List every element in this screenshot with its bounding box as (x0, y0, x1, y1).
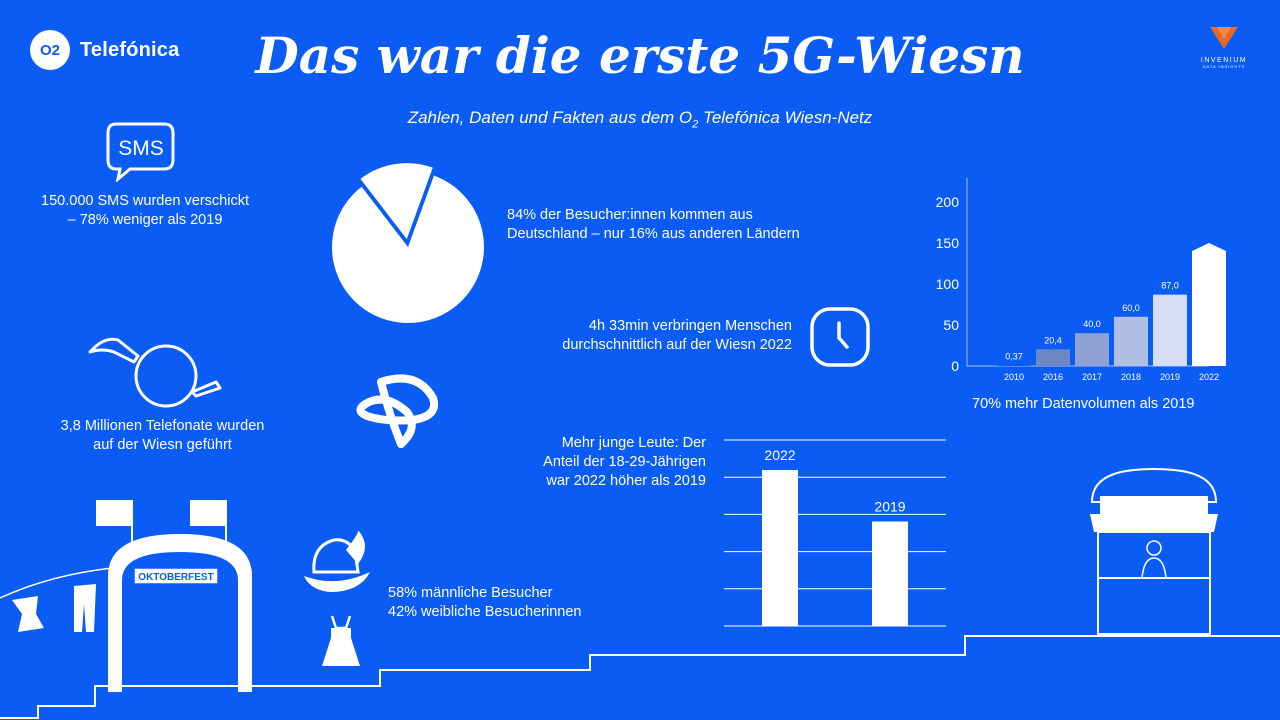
bar-2010 (997, 365, 1031, 366)
tyrolean-hat-icon (304, 530, 370, 592)
bar-2019 (1153, 294, 1187, 366)
market-stall (1090, 468, 1218, 635)
o2-logo: O2 (30, 30, 70, 70)
page-title: Das war die erste 5G-Wiesn (255, 26, 1025, 85)
bar-value-label: 40,0 (1083, 319, 1101, 329)
clock-icon (810, 307, 870, 367)
bar-2016 (1036, 349, 1070, 366)
y-tick-label: 0 (951, 358, 959, 374)
invenium-triangle-icon (1210, 27, 1238, 49)
dirndl-icon (322, 615, 360, 666)
gender-fact-line2: 42% weibliche Besucherinnen (388, 604, 582, 620)
lederhose-on-line-icon (74, 584, 96, 632)
pie-slice-2 (360, 163, 433, 240)
young-fact-line1: Mehr junge Leute: Der (561, 435, 706, 451)
bar-value-label: 87,0 (1161, 281, 1179, 291)
time-fact-line1: 4h 33min verbringen Menschen (588, 318, 792, 334)
time-fact: 4h 33min verbringen Menschen durchschnit… (480, 317, 792, 355)
sms-fact: 150.000 SMS wurden verschickt – 78% weni… (0, 192, 290, 230)
x-tick-label: 2017 (1082, 372, 1102, 382)
y-tick-label: 200 (936, 194, 960, 210)
calls-fact-line1: 3,8 Millionen Telefonate wurden (60, 418, 265, 434)
telefonica-logo: O2 Telefónica (30, 30, 179, 70)
oktoberfest-gate: OKTOBERFEST (108, 534, 252, 692)
pretzel-icon (356, 374, 438, 448)
young-fact: Mehr junge Leute: Der Anteil der 18-29-J… (500, 434, 706, 491)
x-tick-label: 2022 (1199, 372, 1219, 382)
data-volume-caption: 70% mehr Datenvolumen als 2019 (972, 396, 1195, 412)
sms-bubble-icon: SMS (106, 122, 175, 182)
gender-fact: 58% männliche Besucher 42% weibliche Bes… (388, 584, 668, 622)
x-tick-label: 2019 (1160, 372, 1180, 382)
bar-2022 (1192, 243, 1226, 366)
bar-value-label: 0,37 (1005, 352, 1023, 362)
x-tick-label: 2010 (1004, 372, 1024, 382)
visitors-fact-line2: Deutschland – nur 16% aus anderen Länder… (507, 226, 800, 242)
young-share-chart: 2022 2019 (724, 439, 946, 627)
y-tick-label: 100 (936, 276, 960, 292)
sms-fact-line2: – 78% weniger als 2019 (67, 212, 223, 228)
time-fact-line2: durchschnittlich auf der Wiesn 2022 (562, 337, 792, 353)
young-bar-2019 (872, 521, 908, 626)
dress-on-line-icon (12, 596, 44, 632)
young-bar-2022 (762, 470, 798, 626)
pie-slice-1 (332, 175, 484, 323)
origin-pie-chart (332, 163, 484, 323)
y-tick-label: 50 (943, 317, 959, 333)
sms-icon-text: SMS (118, 137, 164, 160)
partner-sub: DATA INSIGHTS (1202, 64, 1246, 69)
brand-name: Telefónica (80, 38, 180, 61)
bar-2017 (1075, 333, 1109, 366)
gender-fact-line1: 58% männliche Besucher (388, 585, 553, 601)
gate-sign: OKTOBERFEST (138, 572, 213, 583)
young-fact-line3: war 2022 höher als 2019 (546, 473, 706, 489)
visitors-fact: 84% der Besucher:innen kommen aus Deutsc… (507, 206, 887, 244)
x-tick-label: 2018 (1121, 372, 1141, 382)
calls-fact: 3,8 Millionen Telefonate wurden auf der … (20, 417, 305, 455)
visitors-fact-line1: 84% der Besucher:innen kommen aus (507, 207, 753, 223)
y-tick-label: 150 (936, 235, 960, 251)
calls-fact-line2: auf der Wiesn geführt (93, 437, 232, 453)
partner-name: INVENIUM (1200, 57, 1248, 64)
invenium-logo: INVENIUM DATA INSIGHTS (1196, 26, 1252, 69)
data-volume-chart: 0 50 100 150 200 0,37 2010 20,4 2016 40,0 2017 60,0… (936, 178, 1226, 382)
bar-value-label: 20,4 (1044, 335, 1062, 345)
bar-2018 (1114, 316, 1148, 366)
x-tick-label: 2016 (1043, 372, 1063, 382)
young-bar-label: 2019 (874, 498, 905, 514)
young-bar-label: 2022 (764, 447, 795, 463)
young-fact-line2: Anteil der 18-29-Jährigen (543, 454, 706, 470)
bar-value-label: 60,0 (1122, 303, 1140, 313)
page-subtitle: Zahlen, Daten und Fakten aus dem O2 Tele… (407, 108, 873, 131)
horn-icon (88, 337, 222, 408)
sms-fact-line1: 150.000 SMS wurden verschickt (41, 193, 249, 209)
